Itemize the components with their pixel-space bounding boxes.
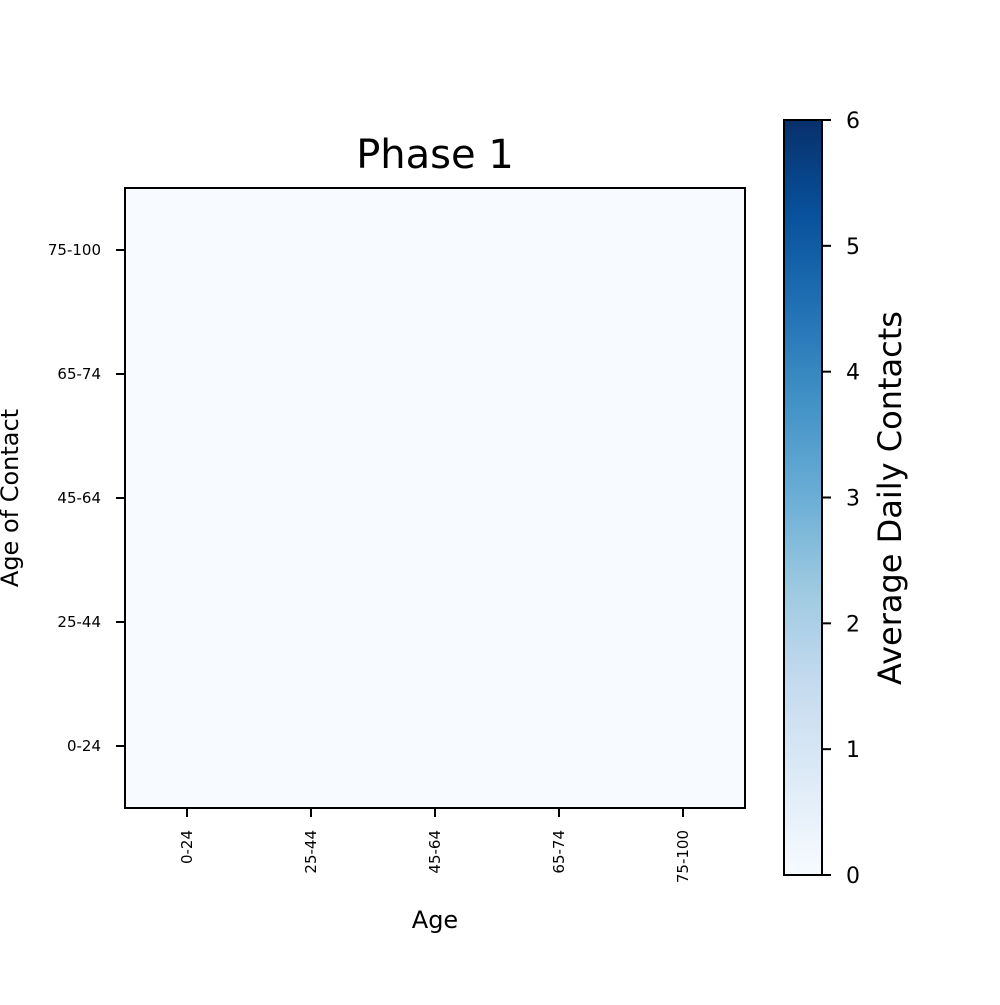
x-axis-label: Age: [412, 906, 458, 934]
heatmap-cell-0-24-25-44: [249, 684, 374, 809]
y-axis-ticks: 0-24 25-44 45-64 65-74 75-100: [48, 241, 125, 755]
x-axis-ticks: 0-24 25-44 45-64 65-74 75-100: [178, 808, 692, 883]
heatmap-cell-65-74-75-100: [621, 312, 746, 437]
colorbar-tick-label: 0: [846, 864, 860, 889]
heatmap-cells: [125, 188, 746, 809]
colorbar-label: Average Daily Contacts: [871, 311, 909, 685]
colorbar-tick-label: 6: [846, 109, 860, 134]
colorbar-tick-label: 3: [846, 487, 860, 512]
colorbar-ticks: 0 1 2 3 4 5 6: [822, 109, 860, 889]
heatmap-cell-75-100-65-74: [497, 188, 622, 313]
y-tick-label: 0-24: [67, 737, 101, 755]
y-tick-label: 25-44: [57, 613, 101, 631]
heatmap-cell-45-64-65-74: [497, 436, 622, 561]
heatmap-cell-0-24-45-64: [373, 684, 498, 809]
heatmap-cell-45-64-75-100: [621, 436, 746, 561]
x-tick-label: 0-24: [178, 830, 196, 864]
x-tick-label: 45-64: [426, 830, 444, 874]
chart-title: Phase 1: [356, 132, 514, 178]
heatmap-cell-65-74-0-24: [125, 312, 250, 437]
heatmap-cell-65-74-25-44: [249, 312, 374, 437]
heatmap-cell-0-24-0-24: [125, 684, 250, 809]
colorbar: 0 1 2 3 4 5 6 Average Daily Contacts: [783, 109, 909, 889]
heatmap-cell-45-64-0-24: [125, 436, 250, 561]
heatmap-cell-45-64-25-44: [249, 436, 374, 561]
x-tick-label: 75-100: [674, 830, 692, 883]
heatmap-cell-65-74-65-74: [497, 312, 622, 437]
y-axis-label: Age of Contact: [0, 409, 24, 587]
y-tick-label: 65-74: [57, 365, 101, 383]
heatmap-cell-75-100-75-100: [621, 188, 746, 313]
heatmap-cell-25-44-75-100: [621, 560, 746, 685]
heatmap-cell-65-74-45-64: [373, 312, 498, 437]
heatmap-cell-0-24-65-74: [497, 684, 622, 809]
heatmap-cell-25-44-65-74: [497, 560, 622, 685]
colorbar-gradient: [783, 119, 823, 876]
colorbar-tick-label: 4: [846, 361, 860, 386]
heatmap-cell-25-44-45-64: [373, 560, 498, 685]
colorbar-tick-label: 1: [846, 738, 860, 763]
heatmap-cell-75-100-45-64: [373, 188, 498, 313]
heatmap-cell-75-100-0-24: [125, 188, 250, 313]
x-tick-label: 65-74: [550, 830, 568, 874]
y-tick-label: 75-100: [48, 241, 101, 259]
heatmap-cell-75-100-25-44: [249, 188, 374, 313]
heatmap-cell-25-44-25-44: [249, 560, 374, 685]
x-tick-label: 25-44: [302, 830, 320, 874]
y-tick-label: 45-64: [57, 489, 101, 507]
colorbar-tick-label: 5: [846, 235, 860, 260]
heatmap-cell-0-24-75-100: [621, 684, 746, 809]
heatmap-cell-25-44-0-24: [125, 560, 250, 685]
colorbar-tick-label: 2: [846, 612, 860, 637]
heatmap-cell-45-64-45-64: [373, 436, 498, 561]
